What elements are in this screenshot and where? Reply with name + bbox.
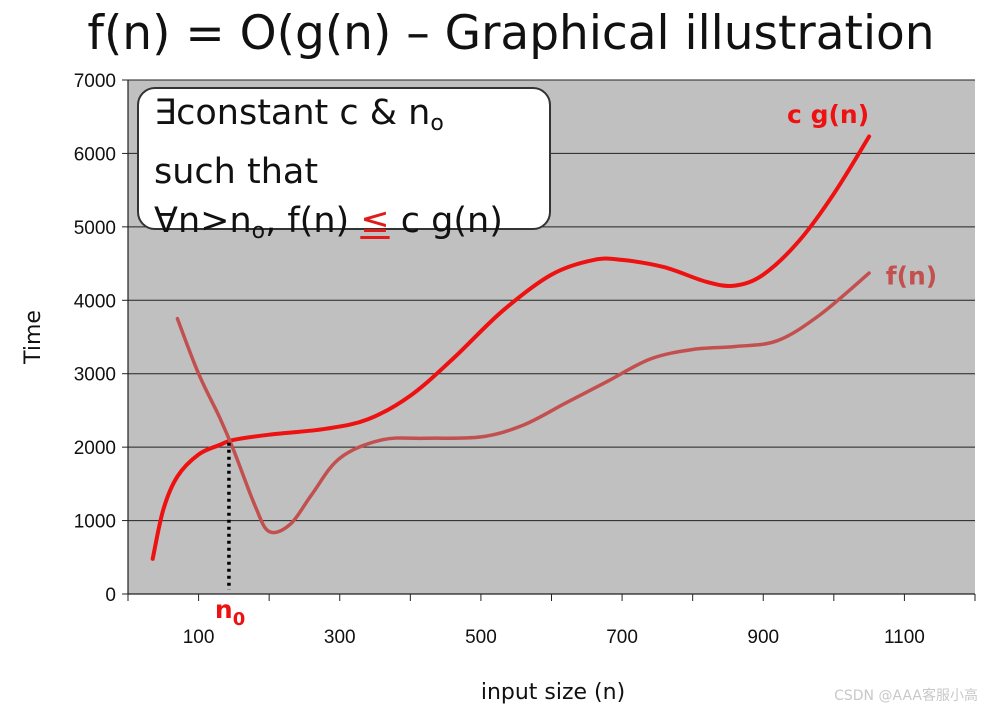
- callout-line-3-mid: , f(n): [265, 201, 361, 241]
- series-f-line: [175, 271, 871, 535]
- callout-line-3-end: c g(n): [389, 201, 503, 241]
- leq-symbol: ≤: [360, 201, 390, 241]
- x-tick-label: 1100: [884, 627, 925, 648]
- series-cg-line: [150, 134, 872, 561]
- callout-line-3: ∀n>no, f(n) ≤ c g(n): [154, 197, 549, 256]
- y-tick-label: 6000: [74, 144, 116, 165]
- series-cg-label: c g(n): [787, 100, 869, 129]
- y-tick-label: 3000: [74, 365, 116, 386]
- callout-line-3-sub: o: [251, 219, 266, 244]
- callout-line-2: such that: [154, 152, 319, 192]
- callout-line-1-sub: o: [430, 111, 444, 136]
- x-axis-label: input size (n): [481, 680, 625, 705]
- x-tick-label: 900: [747, 627, 779, 648]
- y-tick-label: 5000: [74, 218, 116, 239]
- y-tick-label: 1000: [74, 512, 116, 533]
- x-tick-label: 500: [465, 627, 497, 648]
- y-tick-label: 7000: [74, 71, 116, 92]
- x-tick-label: 300: [324, 627, 356, 648]
- y-tick-label: 4000: [74, 291, 116, 312]
- chart-title: f(n) = O(g(n) – Graphical illustration: [87, 6, 935, 61]
- watermark: CSDN @AAA客服小高: [834, 688, 978, 704]
- callout-line-3-text: ∀n>n: [154, 201, 252, 241]
- callout-line-1-text: ∃constant c & n: [154, 93, 431, 133]
- y-axis-label: Time: [21, 310, 46, 365]
- y-tick-label: 2000: [74, 438, 116, 459]
- n0-label: n0: [215, 595, 245, 630]
- definition-callout: ∃constant c & no such that ∀n>no, f(n) ≤…: [137, 87, 551, 244]
- callout-line-1: ∃constant c & no: [154, 89, 549, 148]
- series-f-label: f(n): [886, 262, 938, 291]
- n0-label-sub: 0: [233, 609, 246, 630]
- x-tick-label: 700: [606, 627, 638, 648]
- y-tick-label: 0: [105, 585, 116, 606]
- x-tick-label: 100: [183, 627, 215, 648]
